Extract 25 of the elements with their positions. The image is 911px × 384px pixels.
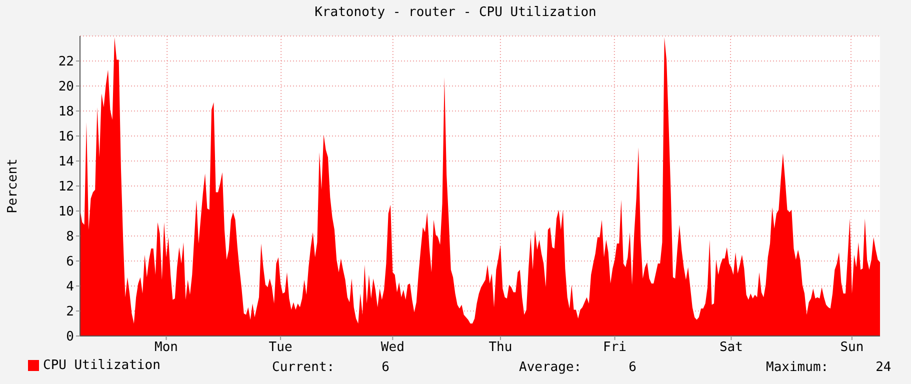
x-tick-label: Fri [603,340,627,356]
y-tick-label: 2 [66,304,74,320]
x-tick-label: Tue [268,340,292,356]
text: Average: 6 [519,360,636,375]
y-tick-label: 16 [58,130,74,145]
y-tick-label: 6 [66,254,74,270]
text: Maximum: 24 [766,360,892,375]
x-tick-label: Sun [840,340,864,356]
y-tick-label: 8 [66,230,74,245]
text: Current: 6 [272,360,390,375]
y-tick-label: 22 [58,54,74,70]
y-tick-label: 14 [58,154,74,170]
chart-title: Kratonoty - router - CPU Utilization [314,5,598,20]
y-tick-label: 0 [66,330,74,345]
legend-label: CPU Utilization [43,358,160,373]
y-tick-label: 10 [58,204,74,220]
y-tick-label: 20 [58,80,74,95]
x-tick-label: Sat [719,340,743,356]
y-tick-label: 18 [58,104,74,120]
y-axis-title: Percent [6,158,21,214]
y-tick-label: 4 [66,280,74,295]
x-tick-label: Wed [380,340,404,356]
y-tick-label: 12 [58,180,74,195]
x-tick-label: Mon [154,340,178,356]
x-tick-label: Thu [488,340,512,356]
